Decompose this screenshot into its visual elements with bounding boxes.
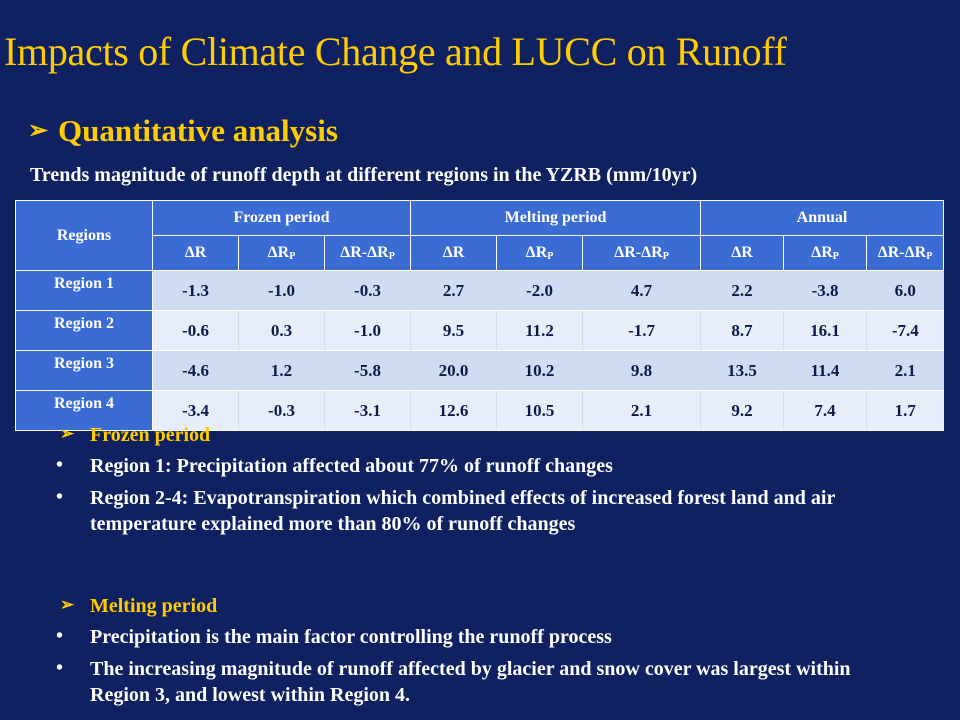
- subheader-cell: ΔR-ΔRP: [866, 235, 945, 271]
- value-cell: -3.4: [152, 390, 239, 431]
- melting-period-heading: ➢ Melting period: [60, 595, 910, 618]
- value-cell: 2.7: [410, 270, 497, 311]
- bullet-item: The increasing magnitude of runoff affec…: [56, 655, 910, 708]
- value-cell: 11.2: [496, 310, 583, 351]
- runoff-trend-table: Regions Frozen period Melting period Ann…: [15, 200, 945, 431]
- frozen-period-label: Frozen period: [90, 424, 211, 446]
- value-cell: 8.7: [700, 310, 784, 351]
- value-cell: 16.1: [783, 310, 867, 351]
- value-cell: -0.3: [238, 390, 325, 431]
- melting-period-label: Melting period: [90, 595, 218, 617]
- subheader-subscript: P: [662, 251, 669, 262]
- subheader-base: ΔR: [731, 244, 753, 261]
- value-cell: 20.0: [410, 350, 497, 391]
- frozen-period-heading: ➢ Frozen period: [60, 424, 910, 447]
- region-label-cell: Region 2: [15, 310, 153, 351]
- subheader-base: ΔR-ΔR: [614, 244, 663, 261]
- table-row: Region 4 -3.4 -0.3 -3.1 12.6 10.5 2.1 9.2 7.4 1.7: [15, 390, 944, 431]
- value-cell: -1.0: [323, 310, 411, 351]
- subheader-cell: ΔRP: [238, 235, 325, 271]
- table-group-header-row: Regions Frozen period Melting period Ann…: [15, 200, 945, 271]
- bullet-item: Region 1: Precipitation affected about 7…: [56, 452, 910, 479]
- subheader-cell: ΔR: [700, 235, 785, 271]
- value-cell: 1.7: [866, 390, 944, 431]
- melting-period-block: ➢ Melting period Precipitation is the mai…: [56, 595, 910, 714]
- subheader-subscript: P: [289, 251, 296, 262]
- region-label-cell: Region 1: [15, 270, 153, 311]
- value-cell: 9.2: [700, 390, 784, 431]
- value-cell: -1.3: [152, 270, 239, 311]
- table-row: Region 1 -1.3 -1.0 -0.3 2.7 -2.0 4.7 2.2 -3.8 6.0: [15, 270, 944, 311]
- table-row: Region 3 -4.6 1.2 -5.8 20.0 10.2 9.8 13.5 11.4 2.…: [15, 350, 944, 391]
- group-header-melting: Melting period: [410, 200, 702, 236]
- frozen-period-bullets: Region 1: Precipitation affected about 7…: [56, 452, 910, 537]
- value-cell: -2.0: [496, 270, 583, 311]
- value-cell: 10.5: [496, 390, 583, 431]
- subheader-subscript: P: [832, 251, 839, 262]
- group-header-annual: Annual: [700, 200, 945, 236]
- value-cell: -5.8: [323, 350, 411, 391]
- subheader-base: ΔR: [442, 244, 465, 261]
- subheader-cell: ΔR-ΔRP: [323, 235, 412, 271]
- value-cell: 13.5: [700, 350, 784, 391]
- subheader-cell: ΔR: [152, 235, 239, 271]
- subheader-subscript: P: [388, 251, 395, 262]
- value-cell: 9.5: [410, 310, 497, 351]
- value-cell: -1.7: [582, 310, 701, 351]
- group-header-frozen: Frozen period: [151, 200, 412, 236]
- value-cell: -0.6: [152, 310, 239, 351]
- subheader-base: ΔR: [525, 244, 548, 261]
- subheader-subscript: P: [547, 251, 554, 262]
- section-heading: ➢ Quantitative analysis: [28, 113, 338, 149]
- subheader-base: ΔR-ΔR: [877, 244, 927, 261]
- table-caption: Trends magnitude of runoff depth at diff…: [30, 164, 698, 186]
- region-label-cell: Region 3: [15, 350, 153, 391]
- subheader-base: ΔR: [184, 244, 207, 261]
- arrow-bullet-icon: ➢: [60, 424, 75, 443]
- subheader-cell: ΔRP: [496, 235, 584, 271]
- value-cell: 2.1: [582, 390, 701, 431]
- value-cell: -1.0: [238, 270, 325, 311]
- subheader-cell: ΔR: [410, 235, 498, 271]
- subheader-cell: ΔRP: [783, 235, 868, 271]
- bullet-item: Precipitation is the main factor control…: [56, 623, 910, 650]
- value-cell: -4.6: [152, 350, 239, 391]
- value-cell: 0.3: [238, 310, 325, 351]
- value-cell: -7.4: [866, 310, 944, 351]
- table-row: Region 2 -0.6 0.3 -1.0 9.5 11.2 -1.7 8.7 16.1 -7.…: [15, 310, 944, 351]
- region-label-cell: Region 4: [15, 390, 153, 431]
- page-title: Impacts of Climate Change and LUCC on Ru…: [4, 29, 787, 74]
- value-cell: -3.1: [323, 390, 411, 431]
- value-cell: 2.2: [700, 270, 784, 311]
- value-cell: 2.1: [866, 350, 944, 391]
- value-cell: 10.2: [496, 350, 583, 391]
- frozen-period-block: ➢ Frozen period Region 1: Precipitation a…: [56, 424, 910, 543]
- value-cell: 1.2: [238, 350, 325, 391]
- table-subheader-row: ΔR ΔRP ΔR-ΔRP ΔR ΔRP ΔR-ΔRP ΔR ΔRP ΔR-ΔRP: [16, 235, 945, 271]
- bullet-item: Region 2-4: Evapotranspiration which com…: [56, 484, 910, 537]
- section-heading-label: Quantitative analysis: [58, 113, 338, 148]
- value-cell: 12.6: [410, 390, 497, 431]
- value-cell: 4.7: [582, 270, 701, 311]
- subheader-cell: ΔR-ΔRP: [582, 235, 702, 271]
- melting-period-bullets: Precipitation is the main factor control…: [56, 623, 910, 708]
- arrow-bullet-icon: ➢: [60, 595, 75, 614]
- value-cell: -3.8: [783, 270, 867, 311]
- table-body: Region 1 -1.3 -1.0 -0.3 2.7 -2.0 4.7 2.2 -3.8 6.0…: [15, 270, 944, 431]
- value-cell: 11.4: [783, 350, 867, 391]
- regions-header: Regions: [15, 200, 153, 271]
- subheader-base: ΔR: [811, 244, 833, 261]
- subheader-base: ΔR: [267, 244, 290, 261]
- subheader-base: ΔR-ΔR: [340, 244, 389, 261]
- subheader-subscript: P: [926, 251, 933, 262]
- value-cell: 6.0: [866, 270, 944, 311]
- value-cell: 7.4: [783, 390, 867, 431]
- value-cell: 9.8: [582, 350, 701, 391]
- value-cell: -0.3: [323, 270, 411, 311]
- arrow-bullet-icon: ➢: [28, 118, 49, 144]
